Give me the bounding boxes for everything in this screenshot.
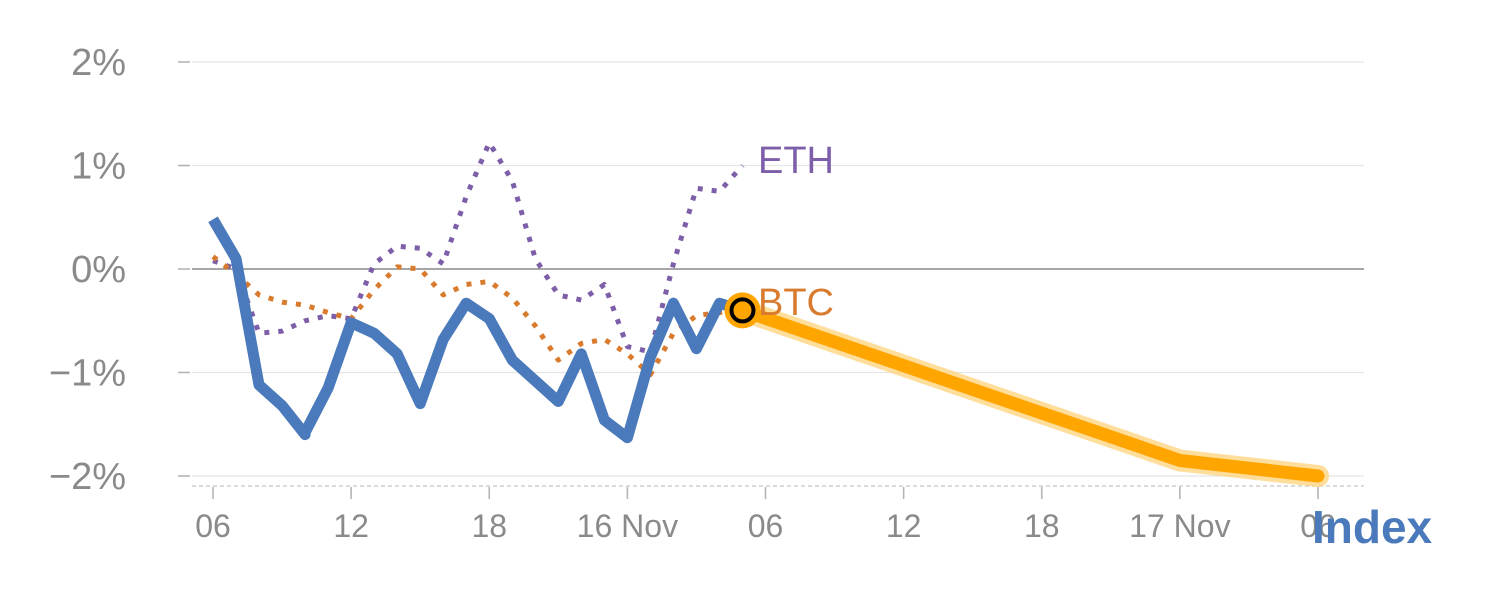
y-tick-label: 2% [71,42,126,84]
series-label-btc: BTC [758,282,834,324]
series-label-eth: ETH [758,140,834,182]
current-point-marker [729,297,756,324]
series-layer [208,140,1329,487]
x-tick-label: 06 [195,508,231,544]
y-tick-label: 1% [71,146,126,188]
index-line [208,216,745,444]
x-tick-label: 06 [748,508,784,544]
y-tick-label: −2% [49,456,126,498]
x-tick-label: 12 [886,508,922,544]
grid-layer [192,61,1364,477]
forecast-line [736,303,1325,483]
series-label-layer: ETH BTC Index [758,140,1433,553]
y-tick-label: 0% [71,249,126,291]
series-label-index: Index [1312,501,1433,553]
x-axis: 06 12 18 16 Nov 06 12 18 17 Nov 06 [192,485,1364,544]
x-tick-label: 18 [1024,508,1060,544]
x-tick-label: 06 [1300,508,1336,544]
y-axis: 2% 1% 0% −1% −2% [49,42,190,498]
x-tick-label: 16 Nov [577,508,678,544]
x-tick-label: 18 [471,508,507,544]
x-tick-label: 17 Nov [1129,508,1230,544]
y-tick-label: −1% [49,353,126,395]
x-tick-label: 12 [333,508,369,544]
